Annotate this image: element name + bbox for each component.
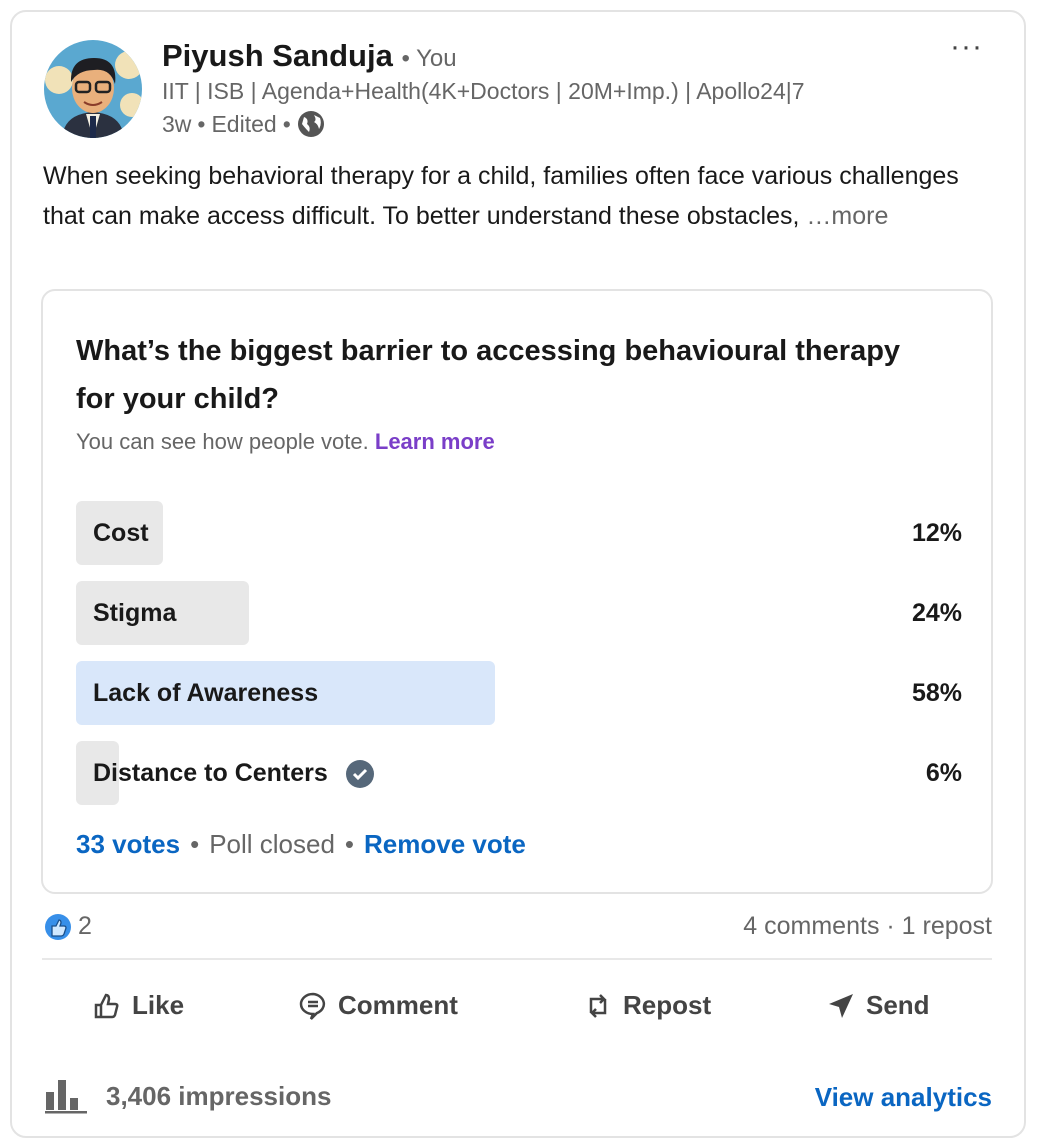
like-reaction-icon (45, 913, 71, 940)
poll-visibility: You can see how people vote. Learn more (76, 429, 495, 455)
poll-option-bar (76, 741, 120, 805)
poll-status: Poll closed (209, 829, 335, 859)
poll-option-bar (76, 661, 495, 725)
impressions: 3,406 impressions (44, 1078, 331, 1114)
learn-more-link[interactable]: Learn more (374, 429, 495, 454)
divider (42, 958, 992, 960)
check-circle-icon (345, 759, 374, 788)
poll-option-label: Distance to Centers (93, 759, 374, 788)
repost-label: Repost (623, 990, 712, 1020)
send-icon (829, 993, 853, 1018)
avatar[interactable] (44, 40, 142, 138)
poll-option-label: Cost (93, 519, 149, 548)
poll-option-bar (76, 581, 250, 645)
poll-question: What’s the biggest barrier to accessing … (76, 335, 901, 415)
poll-option[interactable]: Distance to Centers 6% (76, 741, 962, 805)
send-button[interactable]: Send (826, 990, 930, 1021)
visibility-text: You can see how people vote. (76, 429, 369, 454)
repost-icon (589, 993, 607, 1018)
like-label: Like (132, 990, 185, 1020)
see-more-link[interactable]: …more (806, 202, 889, 230)
poll-option-percent: 6% (925, 759, 962, 787)
thumbs-up-icon (94, 993, 119, 1018)
relation-label: • You (401, 45, 457, 72)
poll-option-label: Stigma (93, 599, 176, 628)
repost-button[interactable]: Repost (583, 990, 711, 1021)
poll-option-bar (76, 501, 163, 565)
like-button[interactable]: Like (92, 990, 184, 1021)
option-text: Distance to Centers (93, 759, 328, 787)
comments-reposts-count[interactable]: 4 comments · 1 repost (743, 912, 992, 940)
poll: What’s the biggest barrier to accessing … (41, 289, 993, 894)
post-text: When seeking behavioral therapy for a ch… (43, 156, 983, 236)
more-options-icon[interactable]: ··· (950, 30, 983, 63)
author-name-text[interactable]: Piyush Sanduja (162, 38, 393, 73)
post-age: 3w (162, 110, 192, 137)
post-text-content: When seeking behavioral therapy for a ch… (43, 162, 959, 230)
poll-option-percent: 24% (911, 599, 962, 627)
remove-vote-button[interactable]: Remove vote (364, 829, 526, 859)
poll-option[interactable]: Stigma 24% (76, 581, 962, 645)
edited-label: Edited (211, 110, 277, 137)
author-name[interactable]: Piyush Sanduja • You (162, 38, 457, 74)
post-card (10, 10, 1026, 1138)
poll-option-percent: 58% (911, 679, 962, 707)
option-text: Lack of Awareness (93, 679, 319, 707)
poll-option[interactable]: Cost 12% (76, 501, 962, 565)
bar-chart-icon (45, 1080, 87, 1114)
author-headline: IIT | ISB | Agenda+Health(4K+Doctors | 2… (162, 78, 805, 104)
votes-link[interactable]: 33 votes (76, 829, 181, 859)
option-text: Cost (93, 519, 149, 547)
reactions-number: 2 (78, 912, 92, 940)
post-meta: 3w • Edited • (162, 110, 325, 138)
comment-label: Comment (338, 990, 458, 1020)
poll-option-percent: 12% (911, 519, 962, 547)
poll-option[interactable]: Lack of Awareness 58% (76, 661, 962, 725)
impressions-count: 3,406 impressions (106, 1080, 332, 1111)
poll-option-label: Lack of Awareness (93, 679, 318, 708)
comment-icon (299, 992, 326, 1020)
globe-icon (297, 111, 324, 137)
comment-button[interactable]: Comment (298, 990, 458, 1021)
view-analytics-link[interactable]: View analytics (814, 1082, 992, 1112)
send-label: Send (866, 990, 930, 1020)
poll-footer: 33 votes • Poll closed • Remove vote (76, 829, 526, 859)
option-text: Stigma (93, 599, 177, 627)
reactions-count[interactable]: 2 (44, 912, 92, 941)
